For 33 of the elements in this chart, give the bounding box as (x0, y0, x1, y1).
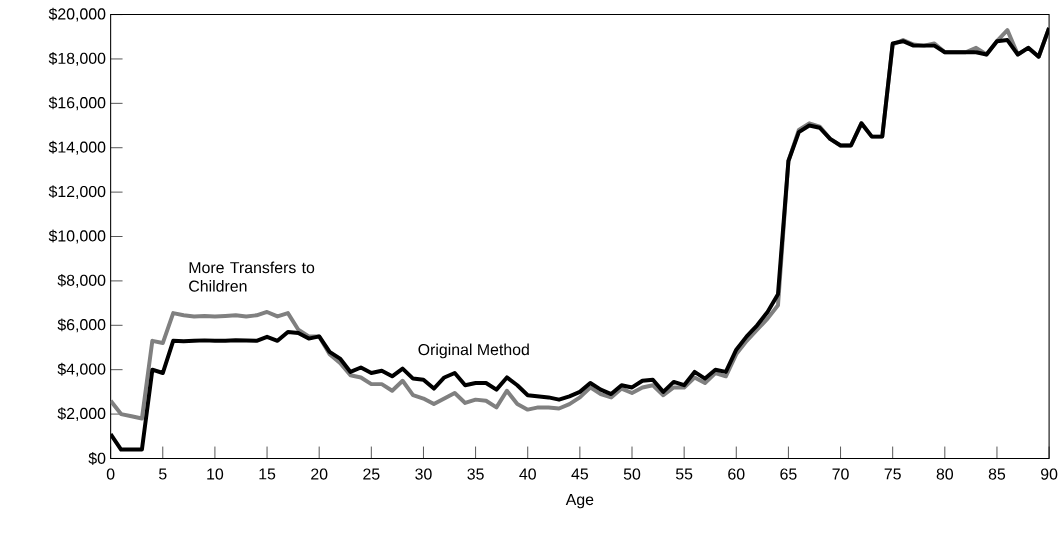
y-tick-label: $16,000 (48, 96, 106, 111)
y-tick-label: $4,000 (57, 362, 106, 377)
y-tick-label: $18,000 (48, 51, 106, 66)
x-tick-label: 0 (106, 468, 115, 480)
x-tick-label: 35 (467, 468, 484, 480)
series-label: Original Method (418, 343, 529, 359)
y-tick-label: $2,000 (57, 407, 106, 421)
x-tick-label: 60 (728, 468, 745, 480)
x-tick-label: 75 (884, 468, 901, 480)
x-tick-label: 15 (259, 468, 276, 480)
x-tick-label: 10 (207, 468, 224, 480)
x-tick-label: 90 (1041, 468, 1058, 480)
y-tick-label: $0 (88, 451, 106, 465)
y-tick-label: $6,000 (57, 318, 106, 333)
x-tick-label: 65 (780, 468, 797, 480)
x-tick-label: 25 (363, 468, 380, 480)
y-tick-label: $8,000 (57, 273, 106, 288)
x-tick-label: 20 (311, 468, 328, 480)
x-tick-label: 55 (675, 468, 693, 480)
x-tick-label: 70 (832, 468, 849, 480)
x-tick-label: 5 (159, 468, 167, 480)
x-tick-label: 30 (415, 468, 432, 480)
x-tick-label: 50 (623, 468, 641, 480)
x-tick-label: 80 (936, 468, 954, 480)
x-axis-title: Age (565, 493, 594, 509)
y-tick-label: $14,000 (48, 140, 106, 155)
x-tick-label: 45 (571, 468, 589, 480)
y-tick-label: $10,000 (48, 229, 106, 244)
y-tick-label: $12,000 (48, 185, 106, 199)
y-tick-label: $20,000 (48, 7, 106, 22)
x-tick-label: 85 (988, 468, 1006, 480)
series-label: More Transfers to Children (189, 261, 315, 292)
x-tick-label: 40 (519, 468, 536, 480)
